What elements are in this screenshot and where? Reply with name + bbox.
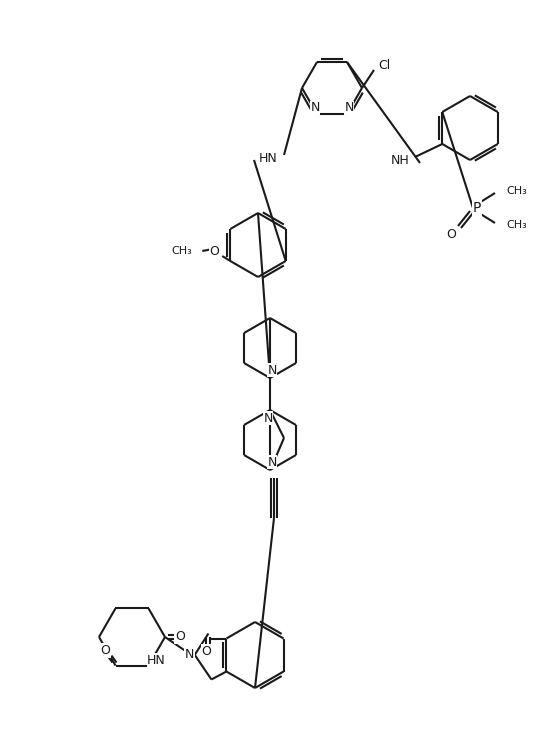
Text: O: O <box>209 245 219 257</box>
Text: N: N <box>263 411 272 425</box>
Text: O: O <box>100 644 110 657</box>
Text: N: N <box>185 649 194 661</box>
Text: HN: HN <box>259 152 277 165</box>
Text: N: N <box>268 364 277 376</box>
Text: NH: NH <box>390 153 410 167</box>
Text: Cl: Cl <box>378 58 390 72</box>
Text: O: O <box>175 631 185 643</box>
Text: HN: HN <box>147 654 166 667</box>
Text: CH₃: CH₃ <box>506 220 527 230</box>
Text: N: N <box>268 456 277 468</box>
Text: P: P <box>473 201 481 215</box>
Text: O: O <box>446 227 456 241</box>
Text: N: N <box>310 102 320 114</box>
Text: CH₃: CH₃ <box>506 186 527 196</box>
Text: O: O <box>201 645 211 658</box>
Text: N: N <box>345 102 354 114</box>
Text: CH₃: CH₃ <box>171 246 192 256</box>
